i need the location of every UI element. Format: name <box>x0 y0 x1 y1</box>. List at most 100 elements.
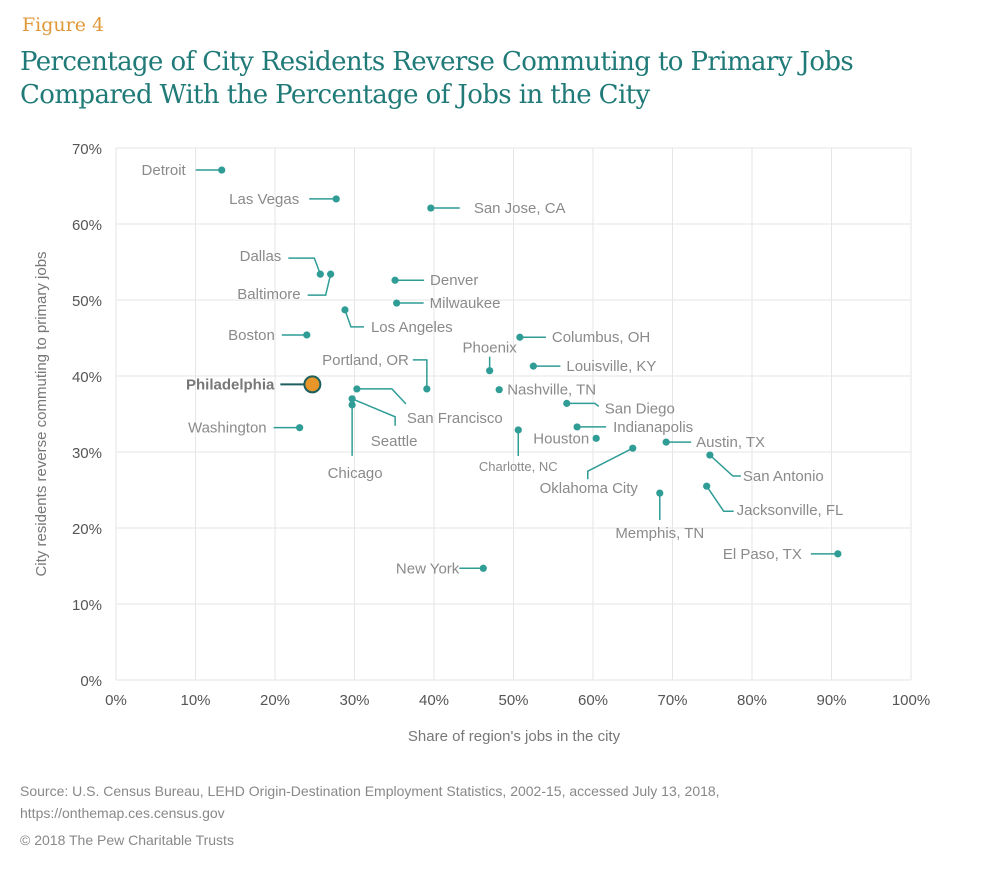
leader-line-seattle <box>351 398 396 426</box>
label-washington: Washington <box>188 420 267 437</box>
y-axis-title: City residents reverse commuting to prim… <box>33 251 50 576</box>
label-boston: Boston <box>228 327 275 344</box>
leader-line-san-francisco <box>356 388 407 405</box>
label-charlotte-nc: Charlotte, NC <box>479 459 558 474</box>
leader-line-san-antonio <box>709 454 741 477</box>
label-detroit: Detroit <box>142 162 187 179</box>
label-nashville-tn: Nashville, TN <box>507 382 596 399</box>
label-portland-or: Portland, OR <box>322 352 409 369</box>
point-baltimore <box>327 270 335 278</box>
point-labels: Detroit Las Vegas San Jose, CA Dallas Baltim… <box>142 162 844 577</box>
source-note: Source: U.S. Census Bureau, LEHD Origin-… <box>20 780 720 824</box>
label-san-antonio: San Antonio <box>743 468 824 485</box>
data-points <box>218 166 842 572</box>
scatter-chart: 0% 10% 20% 30% 40% 50% 60% 70% 80% 90% 100% 0% 10% 2… <box>33 141 930 745</box>
leader-line-san-diego <box>566 402 600 407</box>
x-tick-label: 70% <box>657 692 687 709</box>
x-tick-label: 10% <box>180 692 210 709</box>
label-new-york: New York <box>396 560 460 577</box>
y-tick-label: 60% <box>72 217 102 234</box>
label-san-jose-ca: San Jose, CA <box>474 200 566 217</box>
point-phoenix <box>486 367 494 375</box>
copyright: © 2018 The Pew Charitable Trusts <box>20 832 234 848</box>
leader-line-los-angeles <box>344 309 364 328</box>
x-tick-label: 0% <box>105 692 127 709</box>
label-los-angeles: Los Angeles <box>371 319 453 336</box>
point-milwaukee <box>393 299 401 307</box>
label-san-francisco: San Francisco <box>407 410 503 427</box>
label-denver: Denver <box>430 272 478 289</box>
label-las-vegas: Las Vegas <box>229 191 299 208</box>
y-tick-label: 20% <box>72 521 102 538</box>
point-louisville-ky <box>529 362 537 370</box>
point-portland-or <box>423 385 431 393</box>
leader-line-dallas <box>288 257 322 275</box>
gridlines <box>115 147 912 681</box>
label-seattle: Seattle <box>371 433 418 450</box>
point-los-angeles <box>341 306 349 314</box>
figure-label: Figure 4 <box>22 14 105 36</box>
point-detroit <box>218 166 226 174</box>
x-tick-label: 80% <box>737 692 767 709</box>
point-oklahoma-city <box>629 444 637 452</box>
point-boston <box>303 331 311 339</box>
label-austin-tx: Austin, TX <box>696 434 765 451</box>
point-san-jose-ca <box>427 204 435 212</box>
label-philadelphia: Philadelphia <box>186 376 275 393</box>
y-axis-ticks: 0% 10% 20% 30% 40% 50% 60% 70% <box>72 141 102 690</box>
leader-line-portland-or <box>412 359 428 389</box>
label-baltimore: Baltimore <box>237 286 300 303</box>
label-indianapolis: Indianapolis <box>613 419 693 436</box>
y-tick-label: 50% <box>72 293 102 310</box>
x-axis-title: Share of region's jobs in the city <box>408 728 621 745</box>
source-line-1: Source: U.S. Census Bureau, LEHD Origin-… <box>20 783 720 799</box>
point-philadelphia <box>303 375 322 394</box>
point-columbus-oh <box>516 333 524 341</box>
chart-title-line-2: Compared With the Percentage of Jobs in … <box>20 80 650 110</box>
point-chicago <box>348 401 356 409</box>
point-seattle <box>348 395 356 403</box>
x-tick-label: 90% <box>816 692 846 709</box>
point-nashville-tn <box>495 386 503 394</box>
y-tick-label: 10% <box>72 597 102 614</box>
label-el-paso-tx: El Paso, TX <box>723 546 802 563</box>
chart-title: Percentage of City Residents Reverse Com… <box>20 46 980 112</box>
x-tick-label: 60% <box>578 692 608 709</box>
point-las-vegas <box>332 195 340 203</box>
label-oklahoma-city: Oklahoma City <box>540 480 639 497</box>
label-chicago: Chicago <box>328 465 383 482</box>
point-indianapolis <box>573 423 581 431</box>
label-memphis-tn: Memphis, TN <box>615 525 704 542</box>
point-jacksonville-fl <box>703 482 711 490</box>
label-houston: Houston <box>533 430 589 447</box>
point-washington <box>296 424 304 432</box>
label-milwaukee: Milwaukee <box>430 295 501 312</box>
x-tick-label: 40% <box>419 692 449 709</box>
y-tick-label: 40% <box>72 369 102 386</box>
point-austin-tx <box>662 438 670 446</box>
chart-title-line-1: Percentage of City Residents Reverse Com… <box>20 47 854 77</box>
label-columbus-oh: Columbus, OH <box>552 329 650 346</box>
leader-line-baltimore <box>307 273 332 296</box>
label-jacksonville-fl: Jacksonville, FL <box>737 502 844 519</box>
y-tick-label: 0% <box>80 673 102 690</box>
point-san-diego <box>563 399 571 407</box>
label-dallas: Dallas <box>240 248 282 265</box>
point-el-paso-tx <box>834 550 842 558</box>
point-memphis-tn <box>656 489 664 497</box>
x-axis-ticks: 0% 10% 20% 30% 40% 50% 60% 70% 80% 90% 100% <box>105 692 930 709</box>
point-houston <box>592 434 600 442</box>
source-line-2: https://onthemap.ces.census.gov <box>20 805 225 821</box>
point-san-francisco <box>353 385 361 393</box>
point-san-antonio <box>706 451 714 459</box>
x-tick-label: 20% <box>260 692 290 709</box>
leader-line-oklahoma-city <box>587 447 634 480</box>
label-louisville-ky: Louisville, KY <box>566 358 656 375</box>
x-tick-label: 30% <box>339 692 369 709</box>
x-tick-label: 50% <box>498 692 528 709</box>
y-tick-label: 30% <box>72 445 102 462</box>
point-new-york <box>479 564 487 572</box>
label-san-diego: San Diego <box>605 400 675 417</box>
y-tick-label: 70% <box>72 141 102 158</box>
point-dallas <box>316 270 324 278</box>
